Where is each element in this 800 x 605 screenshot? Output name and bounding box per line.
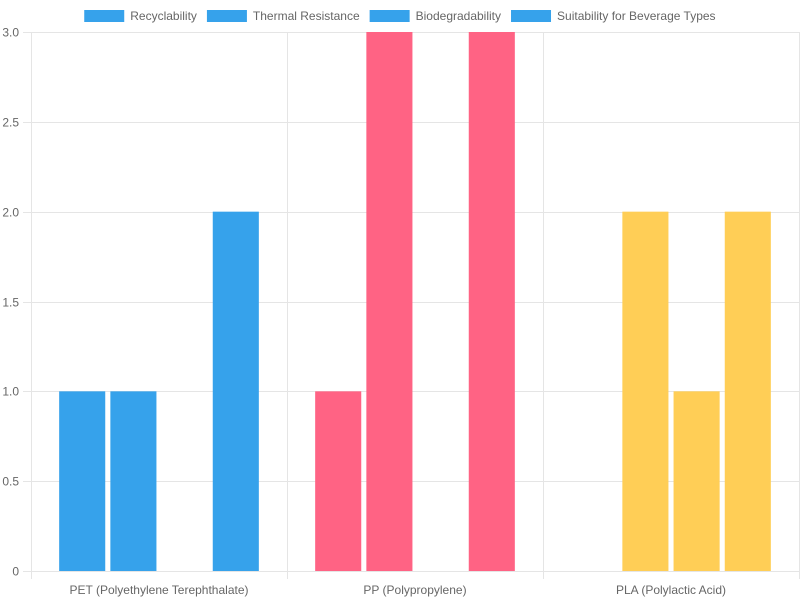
legend: Recyclability Thermal Resistance Biodegrad… bbox=[84, 9, 716, 23]
bar[interactable] bbox=[468, 32, 515, 571]
y-tick-label: 0.5 bbox=[2, 475, 19, 489]
legend-swatch bbox=[84, 10, 125, 22]
bar[interactable] bbox=[110, 391, 157, 571]
y-tick-label: 3.0 bbox=[2, 26, 19, 40]
x-axis: PET (Polyethylene Terephthalate) PP (Poly… bbox=[70, 583, 727, 597]
bar[interactable] bbox=[315, 391, 362, 571]
bar[interactable] bbox=[724, 211, 771, 571]
x-tick-label: PLA (Polylactic Acid) bbox=[616, 583, 726, 597]
y-tick-label: 2.5 bbox=[2, 116, 19, 130]
y-tick-label: 2.0 bbox=[2, 206, 19, 220]
legend-item[interactable]: Recyclability bbox=[84, 9, 197, 23]
bar[interactable] bbox=[212, 211, 259, 571]
y-tick-label: 1.0 bbox=[2, 385, 19, 399]
legend-swatch bbox=[369, 10, 410, 22]
bar[interactable] bbox=[59, 391, 106, 571]
bar[interactable] bbox=[622, 211, 669, 571]
bar[interactable] bbox=[366, 32, 413, 571]
legend-label: Recyclability bbox=[130, 9, 197, 23]
legend-item[interactable]: Biodegradability bbox=[369, 9, 501, 23]
legend-item[interactable]: Thermal Resistance bbox=[206, 9, 360, 23]
x-tick-label: PP (Polypropylene) bbox=[363, 583, 466, 597]
legend-label: Biodegradability bbox=[416, 9, 501, 23]
y-tick-label: 0 bbox=[12, 565, 19, 579]
legend-swatch bbox=[511, 10, 552, 22]
bar[interactable] bbox=[673, 391, 720, 571]
x-tick-label: PET (Polyethylene Terephthalate) bbox=[70, 583, 249, 597]
legend-label: Suitability for Beverage Types bbox=[557, 9, 716, 23]
legend-item[interactable]: Suitability for Beverage Types bbox=[511, 9, 716, 23]
y-axis: 0 0.5 1.0 1.5 2.0 2.5 3.0 bbox=[2, 26, 19, 579]
bars bbox=[59, 32, 771, 571]
y-tick-label: 1.5 bbox=[2, 296, 19, 310]
legend-label: Thermal Resistance bbox=[253, 9, 360, 23]
legend-swatch bbox=[206, 10, 247, 22]
